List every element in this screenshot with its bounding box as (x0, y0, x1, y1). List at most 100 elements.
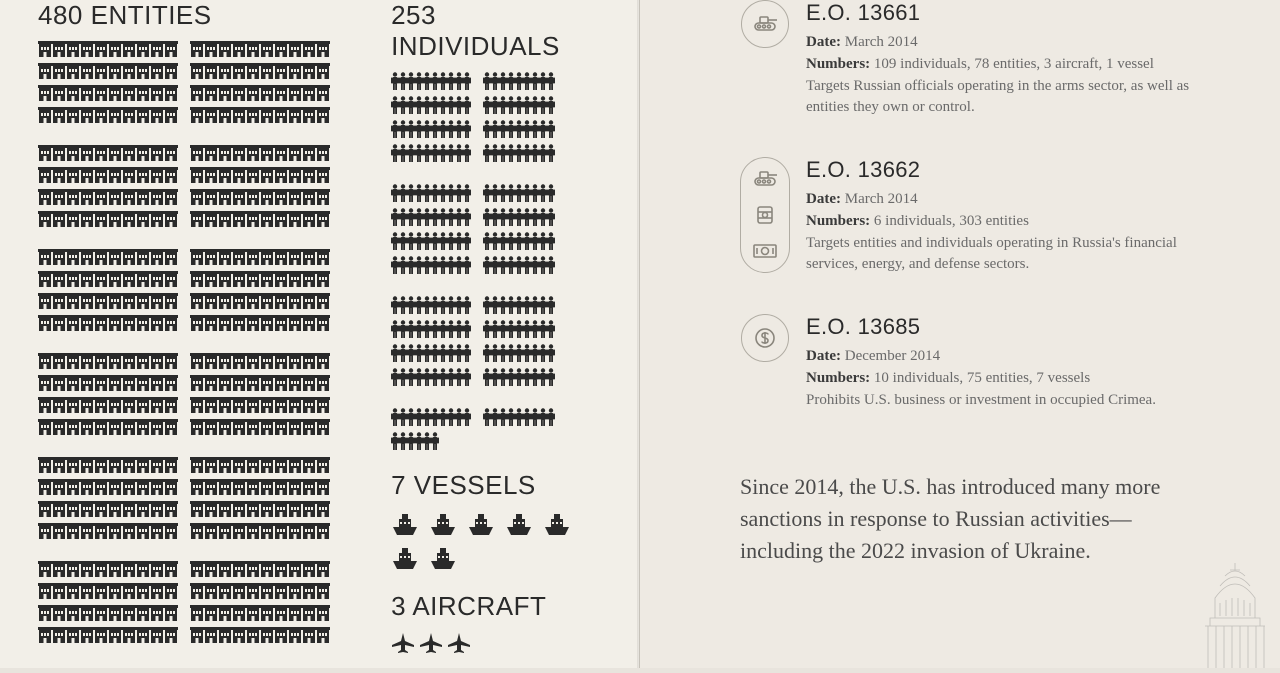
building-icon (38, 145, 52, 161)
person-icon (507, 120, 515, 138)
building-icon (52, 353, 66, 369)
building-icon (288, 145, 302, 161)
building-icon (288, 315, 302, 331)
building-icon (274, 353, 288, 369)
building-icon (232, 583, 246, 599)
building-icon (274, 145, 288, 161)
building-icon (136, 523, 150, 539)
building-icon (80, 189, 94, 205)
person-icon (523, 256, 531, 274)
building-icon (150, 107, 164, 123)
building-icon (232, 523, 246, 539)
building-icon (66, 583, 80, 599)
building-icon (108, 501, 122, 517)
person-icon (415, 72, 423, 90)
person-icon (455, 144, 463, 162)
building-icon (122, 249, 136, 265)
building-icon (302, 501, 316, 517)
person-icon (463, 344, 471, 362)
person-icon (531, 344, 539, 362)
building-icon (94, 107, 108, 123)
building-icon (260, 145, 274, 161)
building-icon (288, 583, 302, 599)
building-icon (66, 211, 80, 227)
building-icon (66, 249, 80, 265)
person-icon (399, 232, 407, 250)
building-icon (150, 479, 164, 495)
person-icon (391, 144, 399, 162)
building-icon (246, 353, 260, 369)
building-icon (80, 561, 94, 577)
building-icon (204, 85, 218, 101)
building-icon (164, 145, 178, 161)
building-icon (164, 249, 178, 265)
building-icon (136, 419, 150, 435)
building-icon (122, 293, 136, 309)
tank-icon (752, 168, 778, 190)
building-icon (94, 501, 108, 517)
building-icon (316, 63, 330, 79)
building-icon (108, 107, 122, 123)
building-icon (260, 561, 274, 577)
building-icon (150, 145, 164, 161)
building-icon (136, 63, 150, 79)
building-icon (232, 189, 246, 205)
person-icon (531, 320, 539, 338)
building-icon (38, 501, 52, 517)
person-icon (407, 184, 415, 202)
person-icon (507, 144, 515, 162)
person-icon (515, 344, 523, 362)
building-icon (190, 605, 204, 621)
building-icon (122, 63, 136, 79)
building-icon (66, 167, 80, 183)
building-icon (66, 419, 80, 435)
person-icon (523, 184, 531, 202)
person-icon (455, 256, 463, 274)
person-icon (439, 320, 447, 338)
eo-title: E.O. 13661 (806, 0, 1226, 26)
building-icon (108, 63, 122, 79)
building-icon (302, 479, 316, 495)
building-icon (122, 167, 136, 183)
building-icon (38, 419, 52, 435)
building-icon (246, 271, 260, 287)
oil-icon (752, 204, 778, 226)
building-icon (66, 605, 80, 621)
building-icon (302, 353, 316, 369)
building-icon (232, 145, 246, 161)
person-icon (455, 184, 463, 202)
person-icon (515, 208, 523, 226)
vessel-icon (467, 511, 495, 537)
person-icon (523, 368, 531, 386)
building-icon (94, 457, 108, 473)
person-icon (507, 344, 515, 362)
building-icon (288, 63, 302, 79)
building-icon (38, 561, 52, 577)
person-icon (463, 144, 471, 162)
building-icon (108, 375, 122, 391)
person-icon (431, 232, 439, 250)
building-icon (232, 457, 246, 473)
building-icon (38, 41, 52, 57)
person-icon (547, 184, 555, 202)
building-icon (302, 457, 316, 473)
building-icon (122, 353, 136, 369)
building-icon (122, 41, 136, 57)
building-icon (246, 41, 260, 57)
person-icon (415, 184, 423, 202)
right-panel: E.O. 13661Date: March 2014Numbers: 109 i… (640, 0, 1280, 668)
building-icon (190, 457, 204, 473)
person-icon (463, 96, 471, 114)
building-icon (66, 561, 80, 577)
building-icon (108, 189, 122, 205)
person-icon (439, 208, 447, 226)
building-icon (218, 605, 232, 621)
building-icon (316, 85, 330, 101)
building-icon (164, 561, 178, 577)
person-icon (455, 96, 463, 114)
building-icon (316, 293, 330, 309)
building-icon (204, 479, 218, 495)
building-icon (274, 583, 288, 599)
building-icon (302, 167, 316, 183)
person-icon (463, 296, 471, 314)
